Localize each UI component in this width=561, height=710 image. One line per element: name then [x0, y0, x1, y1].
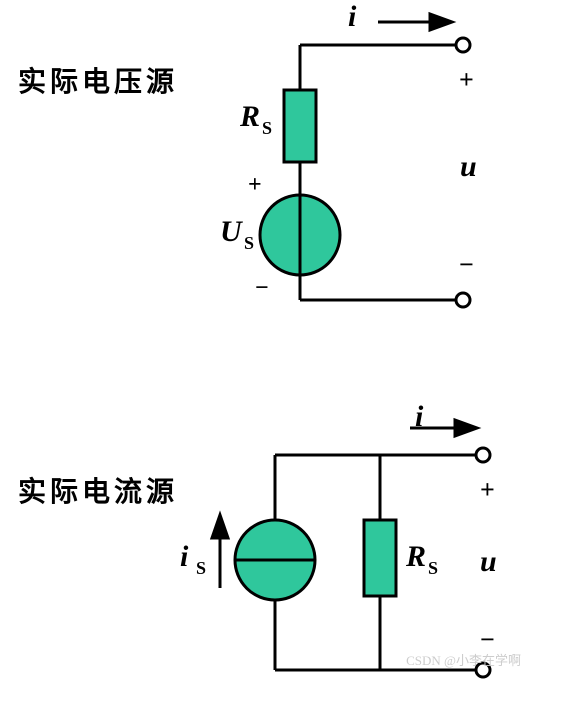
title-current-source: 实际电流源: [18, 470, 178, 510]
watermark: CSDN @小李在学啊: [406, 650, 521, 669]
label-minus-bot-1: −: [459, 250, 474, 280]
label-i-1: i: [348, 0, 356, 34]
label-Rs-R-2: R: [406, 540, 426, 574]
voltage-source-circuit: [0, 0, 561, 340]
label-u-2: u: [480, 545, 497, 579]
label-is-s: S: [196, 558, 206, 579]
label-Us-minus: −: [255, 275, 269, 302]
label-Us-U: U: [220, 215, 242, 249]
label-Rs-s-2: S: [428, 558, 438, 579]
label-Rs-R-1: R: [240, 100, 260, 134]
label-u-1: u: [460, 150, 477, 184]
label-Rs-s-1: S: [262, 118, 272, 139]
title-voltage-source: 实际电压源: [18, 60, 178, 100]
page: 实际电压源 i + u − R S + U S − 实际电流源 i + u − …: [0, 0, 561, 687]
label-Us-s: S: [244, 233, 254, 254]
label-is-i: i: [180, 540, 188, 574]
label-plus-top-1: +: [459, 65, 474, 95]
label-plus-top-2: +: [480, 475, 495, 505]
label-i-2: i: [415, 400, 423, 434]
label-Us-plus: +: [248, 172, 262, 199]
